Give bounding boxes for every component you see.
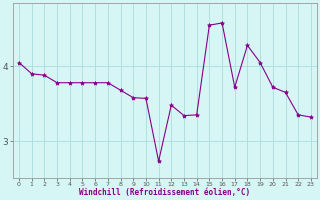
X-axis label: Windchill (Refroidissement éolien,°C): Windchill (Refroidissement éolien,°C): [79, 188, 251, 197]
